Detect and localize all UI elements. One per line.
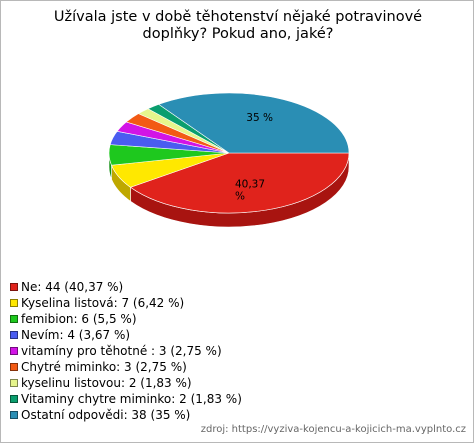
legend-swatch bbox=[10, 395, 18, 403]
legend-swatch bbox=[10, 411, 18, 419]
legend-label: Chytré miminko: 3 (2,75 %) bbox=[21, 360, 187, 374]
legend-label: Kyselina listová: 7 (6,42 %) bbox=[21, 296, 185, 310]
legend-item-6: kyselinu listovou: 2 (1,83 %) bbox=[10, 375, 242, 391]
slice-data-label-8: 35 % bbox=[246, 112, 273, 124]
chart-legend: Ne: 44 (40,37 %) Kyselina listová: 7 (6,4… bbox=[10, 279, 242, 423]
legend-swatch bbox=[10, 315, 18, 323]
source-credit: zdroj: https://vyziva-kojencu-a-kojicich… bbox=[200, 424, 466, 435]
slice-data-label-0: 40,37% bbox=[235, 178, 265, 202]
legend-item-4: vitamíny pro těhotné : 3 (2,75 %) bbox=[10, 343, 242, 359]
legend-swatch bbox=[10, 363, 18, 371]
pie-slice-8 bbox=[158, 92, 350, 154]
legend-item-5: Chytré miminko: 3 (2,75 %) bbox=[10, 359, 242, 375]
legend-swatch bbox=[10, 283, 18, 291]
legend-label: Vitaminy chytre miminko: 2 (1,83 %) bbox=[21, 392, 242, 406]
legend-swatch bbox=[10, 331, 18, 339]
legend-swatch bbox=[10, 299, 18, 307]
legend-item-8: Ostatní odpovědi: 38 (35 %) bbox=[10, 407, 242, 423]
legend-item-3: Nevím: 4 (3,67 %) bbox=[10, 327, 242, 343]
legend-item-2: femibion: 6 (5,5 %) bbox=[10, 311, 242, 327]
legend-label: Ostatní odpovědi: 38 (35 %) bbox=[21, 408, 191, 422]
legend-label: femibion: 6 (5,5 %) bbox=[21, 312, 137, 326]
legend-label: kyselinu listovou: 2 (1,83 %) bbox=[21, 376, 192, 390]
legend-swatch bbox=[10, 347, 18, 355]
legend-label: Ne: 44 (40,37 %) bbox=[21, 280, 124, 294]
legend-item-1: Kyselina listová: 7 (6,42 %) bbox=[10, 295, 242, 311]
chart-title: Užívala jste v době těhotenství nějaké p… bbox=[53, 9, 423, 42]
legend-label: Nevím: 4 (3,67 %) bbox=[21, 328, 131, 342]
pie-chart: 40,37 % 35 % bbox=[108, 92, 350, 228]
legend-item-0: Ne: 44 (40,37 %) bbox=[10, 279, 242, 295]
legend-label: vitamíny pro těhotné : 3 (2,75 %) bbox=[21, 344, 222, 358]
legend-item-7: Vitaminy chytre miminko: 2 (1,83 %) bbox=[10, 391, 242, 407]
pie-slice-0 bbox=[129, 152, 350, 214]
legend-swatch bbox=[10, 379, 18, 387]
